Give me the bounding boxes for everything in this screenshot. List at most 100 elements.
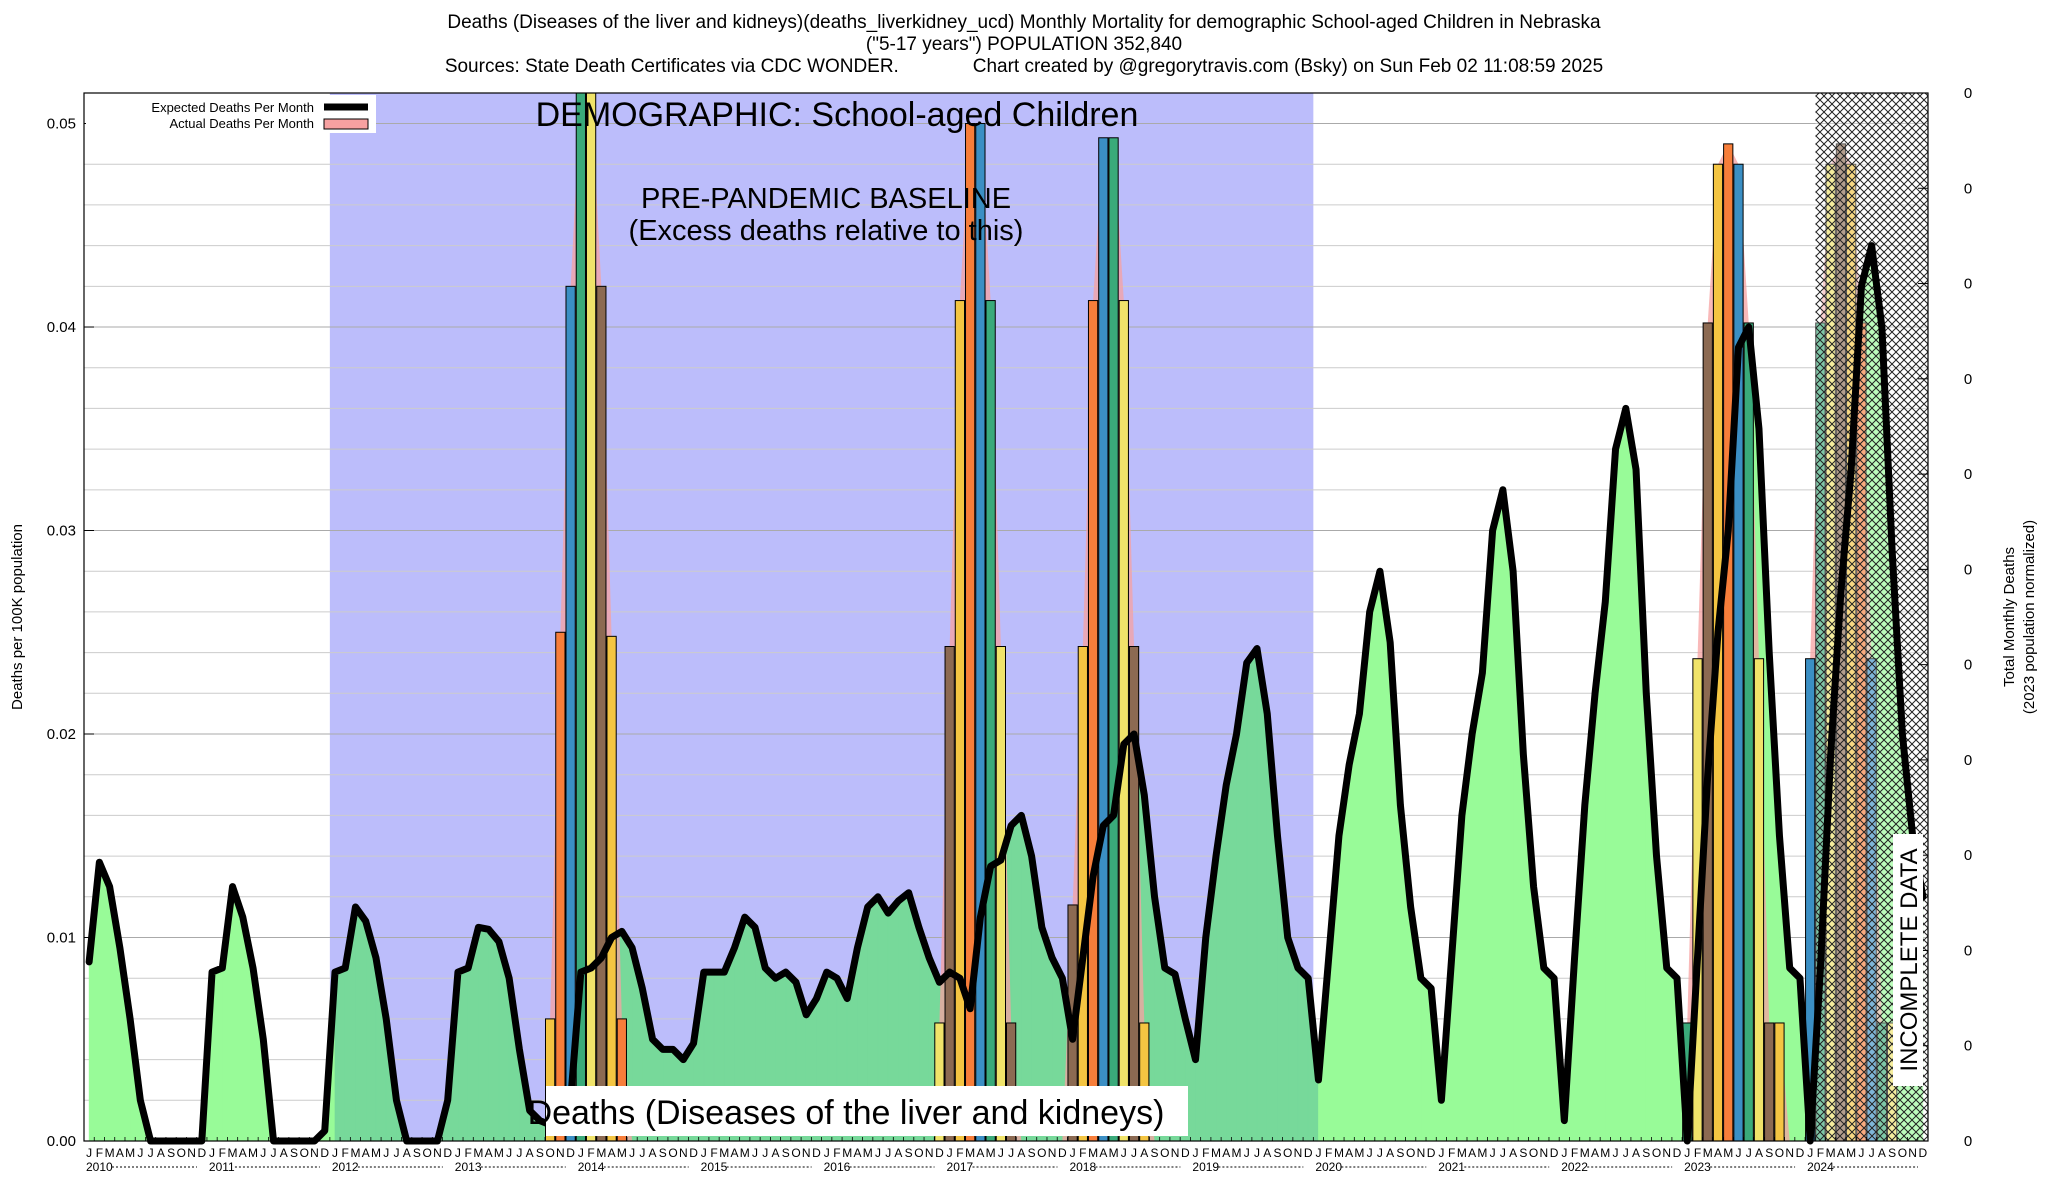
x-month-label: J xyxy=(506,1146,512,1160)
x-month-label: M xyxy=(986,1146,996,1160)
x-month-label: F xyxy=(1817,1146,1824,1160)
x-month-label: O xyxy=(1037,1146,1046,1160)
x-month-label: S xyxy=(1888,1146,1896,1160)
x-month-label: J xyxy=(578,1146,584,1160)
x-month-label: D xyxy=(320,1146,329,1160)
x-month-label: A xyxy=(1632,1146,1640,1160)
x-month-label: J xyxy=(1244,1146,1250,1160)
x-month-label: M xyxy=(1703,1146,1713,1160)
x-month-label: A xyxy=(485,1146,493,1160)
x-month-label: A xyxy=(116,1146,124,1160)
x-year-label: 2013 xyxy=(455,1160,482,1174)
x-month-label: J xyxy=(1858,1146,1864,1160)
x-month-label: O xyxy=(668,1146,677,1160)
x-month-label: M xyxy=(1846,1146,1856,1160)
x-month-label: J xyxy=(1500,1146,1506,1160)
x-month-label: J xyxy=(1613,1146,1619,1160)
x-month-label: M xyxy=(1580,1146,1590,1160)
chart-title-block: Deaths (Diseases of the liver and kidney… xyxy=(0,12,2048,78)
actual-bar xyxy=(1108,137,1119,1142)
x-month-label: D xyxy=(1058,1146,1067,1160)
x-month-label: D xyxy=(1796,1146,1805,1160)
x-month-label: S xyxy=(1519,1146,1527,1160)
y2-tick-label: 0 xyxy=(1964,1038,1972,1055)
actual-bar xyxy=(555,631,566,1142)
x-month-label: A xyxy=(280,1146,288,1160)
y2-tick-label: 0 xyxy=(1964,752,1972,769)
x-month-label: A xyxy=(976,1146,984,1160)
x-month-label: F xyxy=(1325,1146,1332,1160)
x-month-label: O xyxy=(423,1146,432,1160)
x-month-label: D xyxy=(566,1146,575,1160)
x-month-label: N xyxy=(925,1146,934,1160)
x-month-label: D xyxy=(197,1146,206,1160)
x-month-label: M xyxy=(842,1146,852,1160)
x-year-label: 2021 xyxy=(1438,1160,1465,1174)
actual-bar xyxy=(1764,1022,1775,1142)
x-month-label: A xyxy=(403,1146,411,1160)
x-month-label: J xyxy=(1746,1146,1752,1160)
x-month-label: A xyxy=(853,1146,861,1160)
x-month-label: M xyxy=(596,1146,606,1160)
x-month-label: S xyxy=(290,1146,298,1160)
y2-tick-label: 0 xyxy=(1964,657,1972,674)
x-month-label: N xyxy=(802,1146,811,1160)
x-month-label: J xyxy=(1807,1146,1813,1160)
x-month-label: M xyxy=(1088,1146,1098,1160)
x-month-label: N xyxy=(679,1146,688,1160)
x-month-label: S xyxy=(1396,1146,1404,1160)
x-month-label: M xyxy=(617,1146,627,1160)
actual-bar xyxy=(975,123,986,1142)
x-month-label: J xyxy=(629,1146,635,1160)
x-month-label: N xyxy=(1539,1146,1548,1160)
x-month-label: N xyxy=(1662,1146,1671,1160)
x-month-label: O xyxy=(300,1146,309,1160)
x-month-label: J xyxy=(1070,1146,1076,1160)
x-month-label: A xyxy=(1345,1146,1353,1160)
x-month-label: F xyxy=(96,1146,103,1160)
x-month-label: D xyxy=(689,1146,698,1160)
x-month-label: M xyxy=(1334,1146,1344,1160)
x-month-label: D xyxy=(1181,1146,1190,1160)
x-year-label: 2010 xyxy=(86,1160,113,1174)
actual-bar xyxy=(1118,300,1129,1142)
x-month-label: A xyxy=(1714,1146,1722,1160)
x-month-label: J xyxy=(875,1146,881,1160)
chart-title: Deaths (Diseases of the liver and kidney… xyxy=(447,12,1601,33)
cause-label-box xyxy=(546,1086,1188,1136)
legend-actual-swatch xyxy=(323,118,369,130)
x-month-label: A xyxy=(1222,1146,1230,1160)
x-month-label: F xyxy=(1694,1146,1701,1160)
y2-tick-label: 0 xyxy=(1964,561,1972,578)
y-tick-label: 0.00 xyxy=(47,1133,76,1150)
actual-bar xyxy=(1128,646,1140,1142)
x-month-label: F xyxy=(342,1146,349,1160)
x-year-label: 2023 xyxy=(1684,1160,1711,1174)
x-month-label: F xyxy=(1448,1146,1455,1160)
x-year-label: 2024 xyxy=(1807,1160,1834,1174)
x-month-label: O xyxy=(177,1146,186,1160)
x-month-label: J xyxy=(1684,1146,1690,1160)
y2-axis-title-line2: (2023 population normalized) xyxy=(2021,520,2038,714)
legend-actual-label: Actual Deaths Per Month xyxy=(169,116,314,131)
x-month-label: N xyxy=(1417,1146,1426,1160)
expected-area-segment xyxy=(1615,408,1627,1142)
x-month-label: F xyxy=(1571,1146,1578,1160)
x-month-label: A xyxy=(1878,1146,1886,1160)
x-month-label: J xyxy=(1121,1146,1127,1160)
x-month-label: S xyxy=(413,1146,421,1160)
x-month-label: F xyxy=(956,1146,963,1160)
x-month-label: A xyxy=(649,1146,657,1160)
expected-area-segment xyxy=(1369,571,1381,1142)
y2-tick-label: 0 xyxy=(1964,466,1972,483)
x-month-label: A xyxy=(608,1146,616,1160)
x-month-label: F xyxy=(1202,1146,1209,1160)
chart-sources: Sources: State Death Certificates via CD… xyxy=(444,56,1604,77)
x-month-label: J xyxy=(998,1146,1004,1160)
x-month-label: S xyxy=(782,1146,790,1160)
expected-area-segment xyxy=(355,906,367,1142)
actual-bar xyxy=(585,92,597,1142)
x-year-label: 2014 xyxy=(578,1160,605,1174)
x-month-label: J xyxy=(762,1146,768,1160)
x-month-label: M xyxy=(1211,1146,1221,1160)
